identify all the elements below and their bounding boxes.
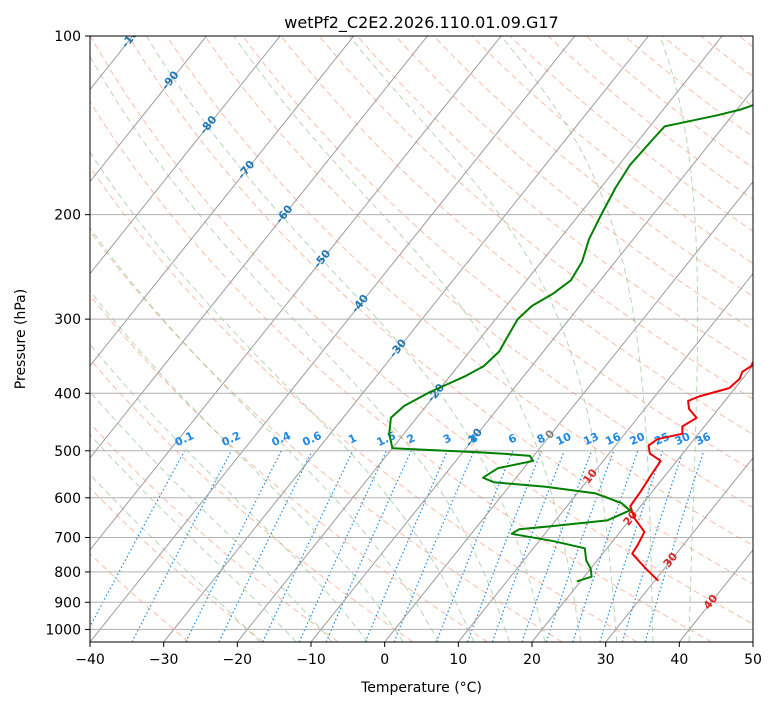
y-tick-label: 200 xyxy=(54,208,81,224)
dry-adiabat-line xyxy=(90,230,563,642)
dry-adiabats xyxy=(90,36,753,642)
isotherm-line xyxy=(310,88,753,642)
y-tick-label: 500 xyxy=(54,444,81,460)
dry-adiabat-line xyxy=(204,36,753,509)
dry-adiabat-line xyxy=(90,294,488,642)
mixing-ratio-label: 10 xyxy=(554,430,574,448)
y-axis-label: Pressure (hPa) xyxy=(13,289,29,389)
mixing-ratio-line xyxy=(262,450,354,642)
mixing-ratio-label: 13 xyxy=(581,430,600,448)
isotherm-line xyxy=(605,457,753,642)
moist-adiabat-line xyxy=(500,36,654,642)
mixing-ratio-line xyxy=(644,450,705,642)
isotherm-line xyxy=(90,36,502,551)
moist-adiabat-line xyxy=(146,36,546,642)
mixing-ratio-line xyxy=(521,450,593,642)
dry-adiabat-line xyxy=(509,36,753,232)
isotherm-line xyxy=(90,36,355,367)
dry-adiabat-line xyxy=(318,36,753,400)
chart-title: wetPf2_C2E2.2026.110.01.09.G17 xyxy=(284,13,558,33)
mixing-ratio-line xyxy=(599,450,664,642)
mixing-ratio-line xyxy=(572,450,639,642)
x-axis: −40 −30 −20 −10 0 10 20 30 40 50 xyxy=(75,642,762,668)
mixing-ratio-line xyxy=(393,450,475,642)
y-tick-label: 700 xyxy=(54,531,81,547)
dry-adiabat-line xyxy=(90,36,753,625)
y-tick-label: 1000 xyxy=(45,622,81,638)
isotherm-line xyxy=(457,272,753,642)
x-axis-label: Temperature (°C) xyxy=(360,680,482,696)
moist-adiabat-line xyxy=(90,433,297,642)
isotherm-line xyxy=(531,364,753,642)
mixing-ratio-line xyxy=(90,450,186,628)
y-axis: 100 200 300 400 500 600 700 800 900 1000 xyxy=(45,29,90,638)
isotherm-line xyxy=(90,36,576,642)
dry-adiabat-line xyxy=(90,100,712,642)
x-tick-label: 20 xyxy=(523,652,541,668)
mixing-ratio-line xyxy=(298,450,388,642)
isotherm-grid xyxy=(90,36,753,642)
dry-adiabat-line xyxy=(166,36,753,547)
isotherm-line xyxy=(236,36,723,642)
y-tick-label: 800 xyxy=(54,565,81,581)
isotherm-line xyxy=(90,36,428,459)
dry-adiabat-line xyxy=(280,36,753,435)
x-tick-label: −20 xyxy=(223,652,253,668)
dry-adiabat-line xyxy=(471,36,753,265)
isotherm-line xyxy=(384,180,753,642)
mixing-ratio-label: 36 xyxy=(694,430,714,448)
moist-adiabat-line xyxy=(233,36,582,642)
x-tick-label: 40 xyxy=(670,652,688,668)
dry-adiabat-line xyxy=(433,36,753,298)
mixing-ratio-line xyxy=(621,450,684,642)
plot-area: -100-90-80-70-60-50-40-30-20-10010203040… xyxy=(90,36,753,642)
isotherm-line xyxy=(163,36,649,642)
profiles xyxy=(388,104,753,583)
moist-adiabat-line xyxy=(90,55,510,642)
dry-adiabat-line xyxy=(90,422,339,642)
moist-adiabat-line xyxy=(90,473,261,642)
x-tick-label: 0 xyxy=(380,652,389,668)
y-tick-label: 600 xyxy=(54,491,81,507)
dry-adiabat-line xyxy=(395,36,753,331)
y-tick-label: 100 xyxy=(54,29,81,45)
mixing-ratio-line xyxy=(218,450,313,642)
dewpoint-profile-line xyxy=(388,104,753,583)
y-tick-label: 300 xyxy=(54,312,81,328)
moist-adiabat-line xyxy=(90,289,404,642)
y-tick-label: 400 xyxy=(54,386,81,402)
x-tick-label: 10 xyxy=(449,652,467,668)
mixing-ratio-line xyxy=(364,450,449,642)
mixing-ratio-label: 20 xyxy=(628,430,648,448)
moist-adiabat-line xyxy=(659,36,699,642)
mixing-ratio-line xyxy=(325,450,412,642)
mixing-ratio-label: 16 xyxy=(603,430,623,448)
moist-adiabat-line xyxy=(90,227,439,642)
moist-adiabat-line xyxy=(90,151,475,642)
x-tick-label: 50 xyxy=(744,652,762,668)
y-tick-label: 900 xyxy=(54,595,81,611)
plot-frame xyxy=(89,35,754,643)
x-tick-label: 30 xyxy=(597,652,615,668)
pressure-grid xyxy=(90,36,753,630)
x-tick-label: −40 xyxy=(75,652,105,668)
isotherm-line xyxy=(90,36,207,183)
isotherm-line xyxy=(90,36,281,275)
moist-adiabat-line xyxy=(90,343,369,642)
x-tick-label: −30 xyxy=(149,652,179,668)
x-tick-label: −10 xyxy=(296,652,326,668)
temperature-profile-line xyxy=(629,334,753,582)
